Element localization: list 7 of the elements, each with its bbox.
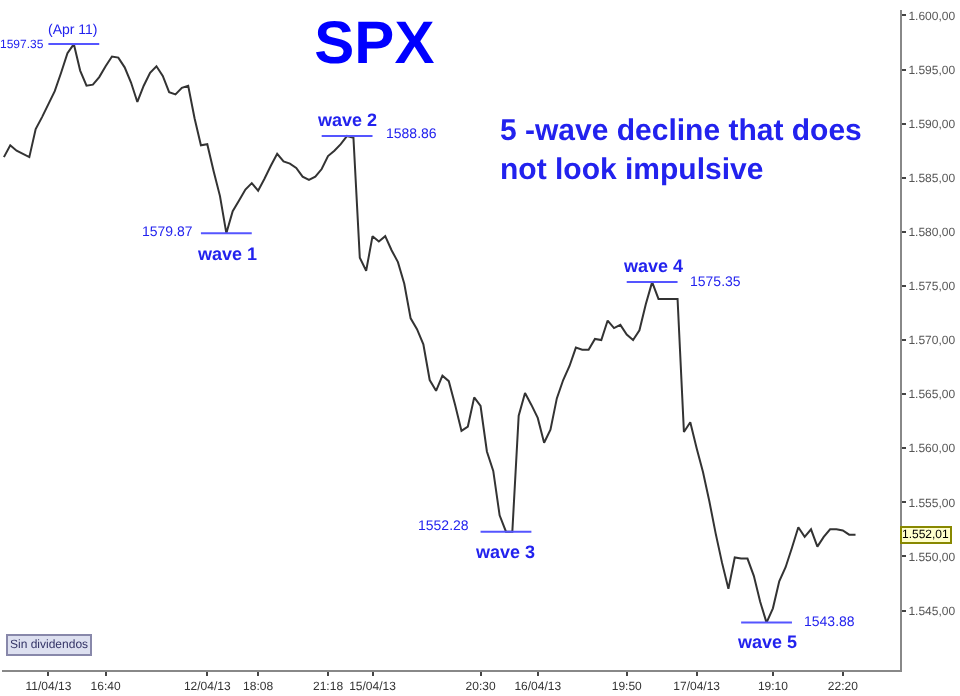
annotation: wave 2 xyxy=(316,110,378,130)
annotation: wave 3 xyxy=(474,542,536,562)
text: 5 -wave decline that does not look impulsive xyxy=(500,114,862,187)
annotation: wave 5 xyxy=(736,632,798,652)
annotation: wave 1 xyxy=(196,244,258,264)
chart-title: SPX xyxy=(314,10,435,77)
annotation: wave 4 xyxy=(622,256,684,276)
